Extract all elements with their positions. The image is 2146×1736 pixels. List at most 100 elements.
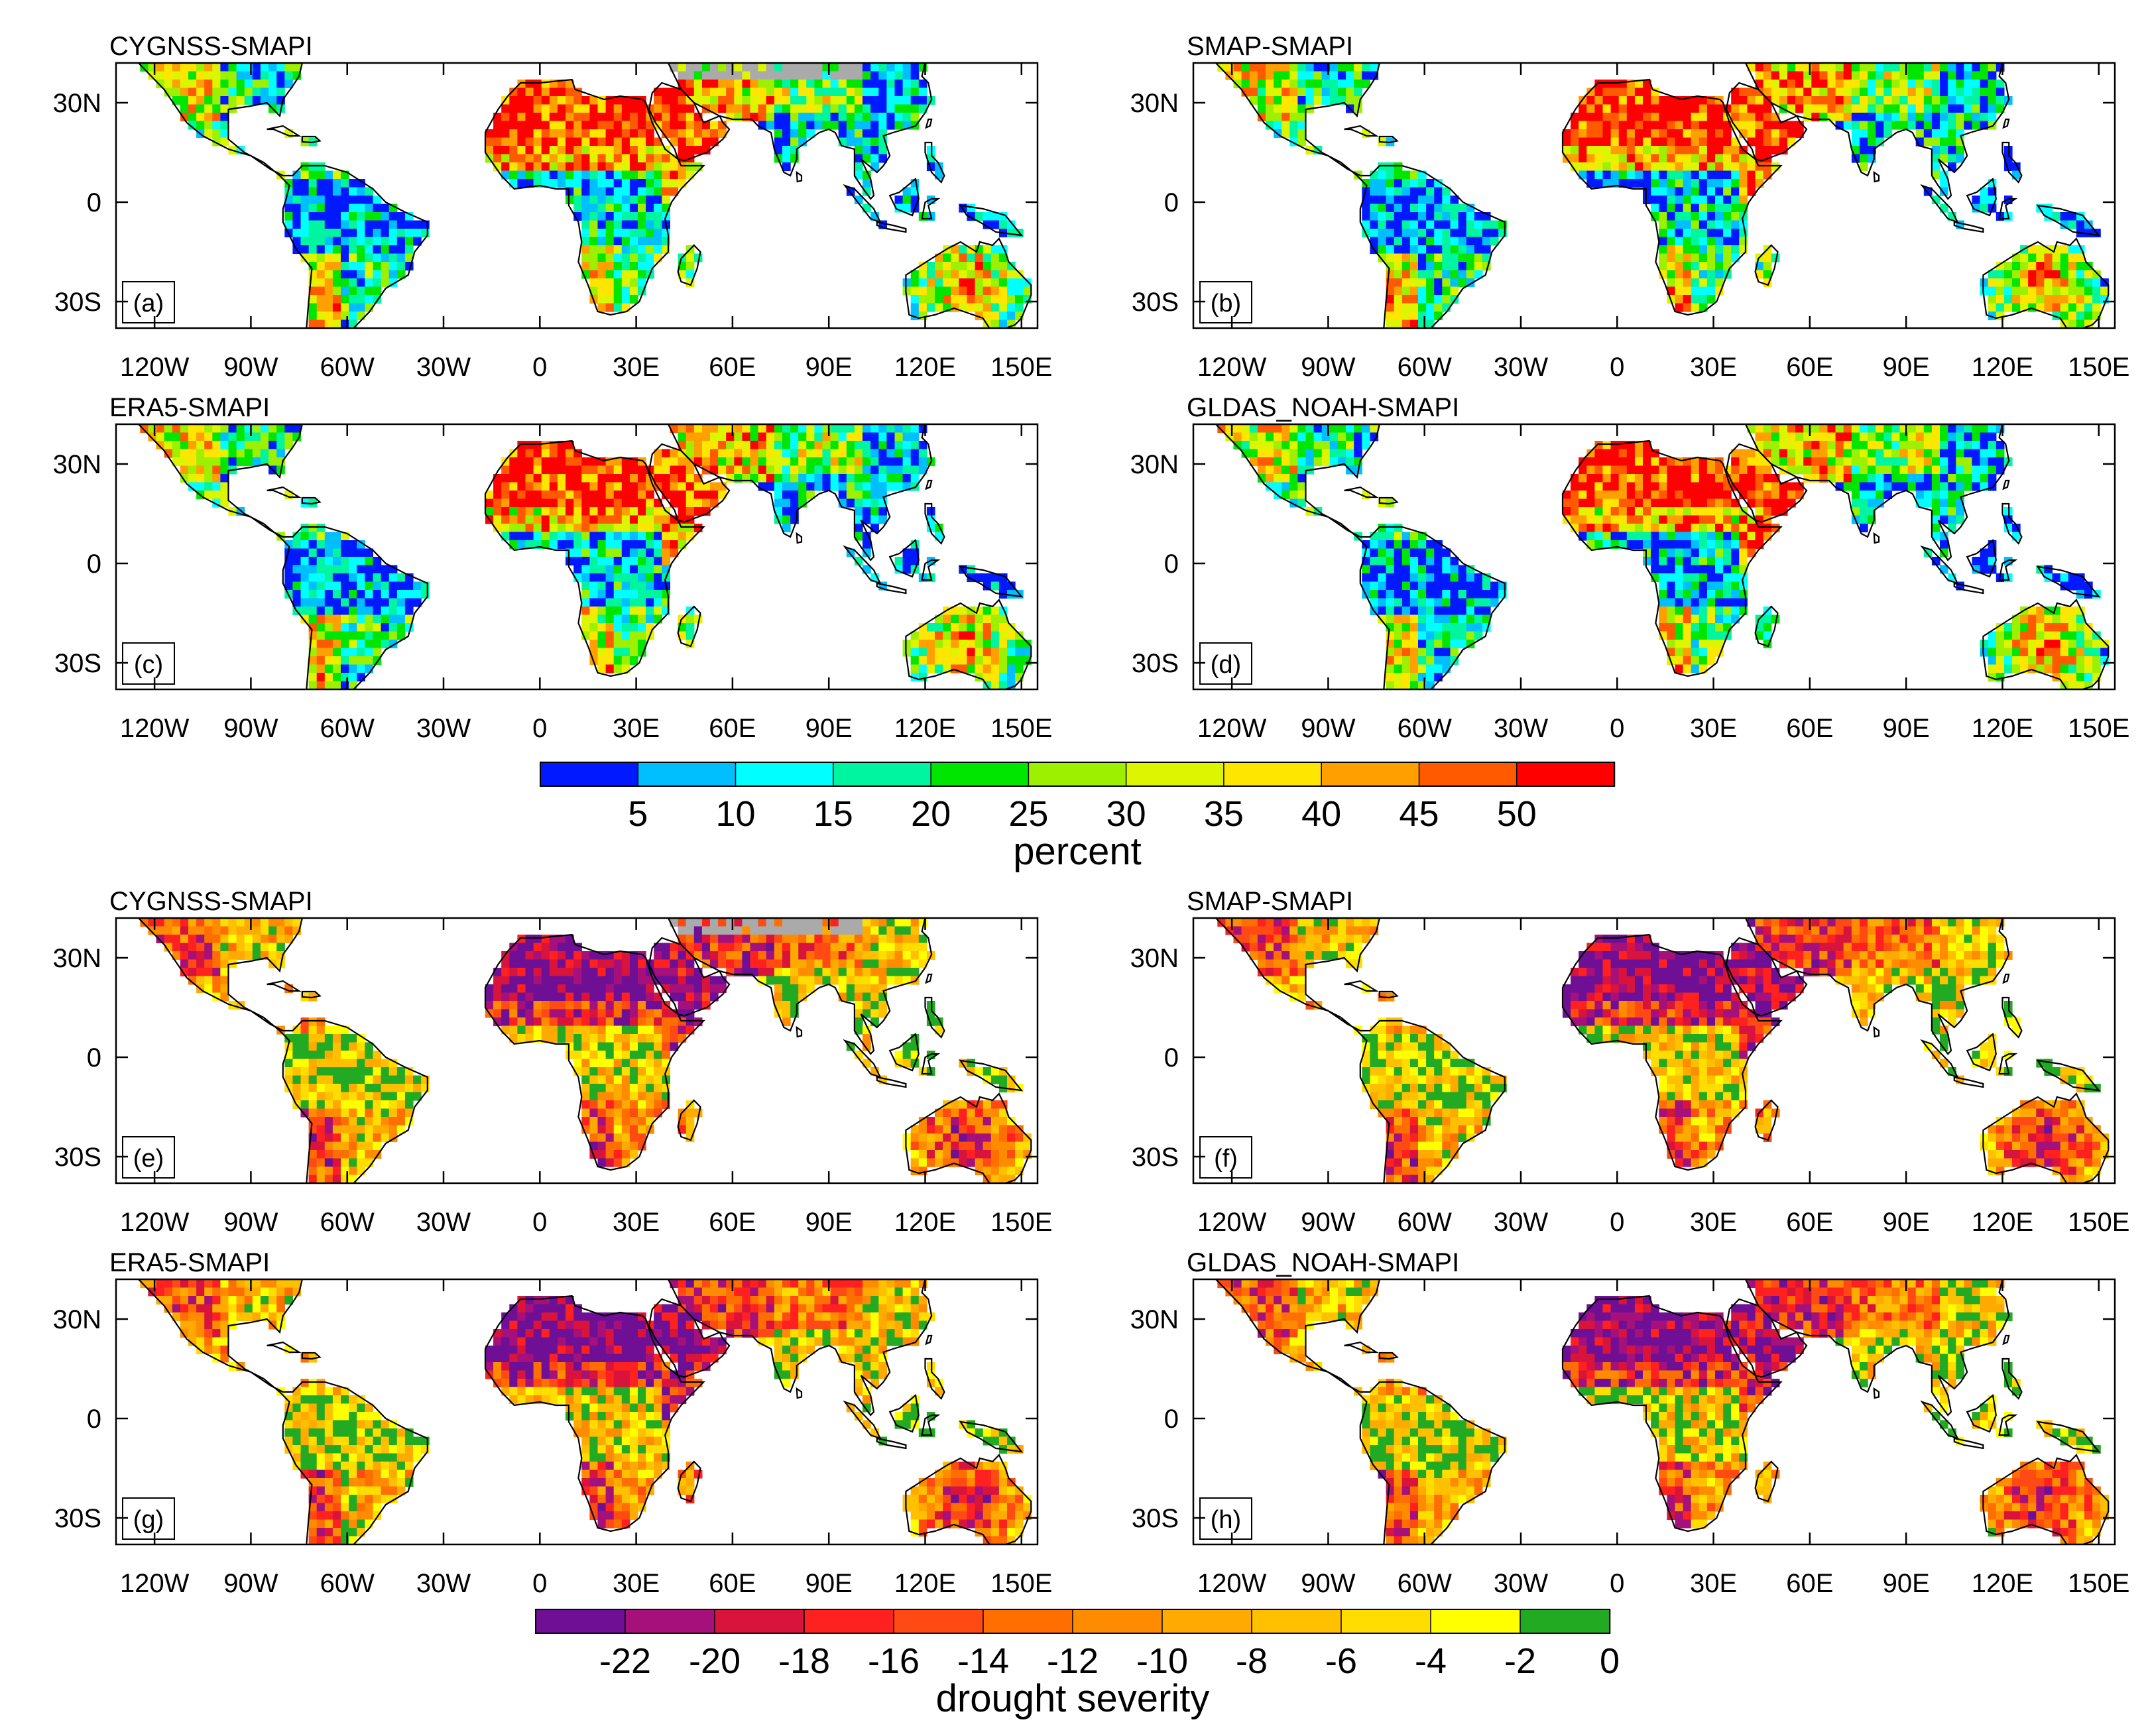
lon-tick-label: 30E [1690,714,1737,743]
lon-tick-label: 120W [120,1569,190,1598]
legend-label: 40 [1301,794,1341,834]
panel-title: SMAP-SMAPI [1187,32,1353,61]
coastline-arabia [648,443,731,523]
coastline-cuba [267,486,302,498]
map-frame [1192,62,2116,329]
coastline-arabia [1725,937,1808,1017]
lon-tick-label: 150E [2068,1208,2129,1237]
legend-label: 10 [716,794,756,834]
legend-swatch [1251,1609,1342,1634]
coastline-arabia [1725,1298,1808,1378]
coastline-java [876,221,907,233]
coastline-java [1953,1076,1984,1088]
lat-tick-label: 30N [53,944,101,973]
legend-swatch [1162,1609,1253,1634]
coastline-taiwan [925,118,933,129]
legend-swatch [1223,762,1323,787]
legend-label: -12 [1047,1641,1099,1681]
lon-tick-label: 90W [223,353,278,382]
coastline-sulawesi [1998,1414,2018,1436]
panel-label: (a) [122,281,175,323]
lon-tick-label: 30W [1494,1208,1548,1237]
lon-tick-label: 90E [1883,1569,1930,1598]
lon-tick-label: 120E [1972,353,2033,382]
panel-label: (f) [1199,1136,1252,1179]
legend-swatch [637,762,737,787]
coastline-cuba [1344,125,1379,137]
map-panel-c: ERA5-SMAPI (c) 30N 0 30S 120W 90W 60W 30W 0 30E 60E… [53,393,1053,743]
lat-tick-label: 0 [87,188,101,217]
legend-swatch [1516,762,1616,787]
coastline-africa [484,78,705,316]
coastline-philippines [924,996,945,1039]
lon-tick-label: 60E [1786,1208,1833,1237]
lon-tick-label: 90E [1883,714,1930,743]
coastline-americas [137,918,428,1183]
lon-tick-label: 150E [990,1569,1052,1598]
coastline-africa [484,933,705,1171]
lon-tick-label: 90E [805,353,853,382]
lon-tick-label: 60W [1398,353,1452,382]
coastline-madagascar [677,605,701,648]
panel-label-text: (c) [134,651,163,679]
lon-tick-label: 120W [1197,714,1267,743]
lat-tick-label: 0 [1164,1043,1179,1072]
lon-tick-label: 150E [990,714,1052,743]
coastline-java [876,582,907,595]
legend-label: -4 [1415,1641,1447,1681]
lat-tick-label: 30N [1130,1305,1179,1334]
coastline-americas [137,63,428,328]
lat-tick-label: 30S [54,288,101,317]
legend-swatch [930,762,1030,787]
panel-label-text: (h) [1211,1506,1241,1534]
map-frame [115,62,1039,329]
coastline-borneo [888,538,920,578]
coastline-madagascar [677,1460,701,1503]
coastline-srilanka [796,532,803,544]
panel-label: (h) [1199,1497,1252,1540]
lon-tick-label: 30E [1690,1569,1737,1598]
coastline-sulawesi [921,1053,941,1075]
coastline-taiwan [2002,479,2010,491]
panel-label: (e) [122,1136,175,1179]
lon-tick-label: 60E [1786,1569,1833,1598]
legend-swatch [1072,1609,1163,1634]
panel-title: ERA5-SMAPI [109,1248,270,1277]
lon-tick-label: 60E [709,353,756,382]
lon-tick-label: 120W [120,1208,190,1237]
lon-tick-label: 120W [1197,1569,1267,1598]
coastline-taiwan [925,973,933,984]
coastline-taiwan [2002,973,2010,984]
coastline-australia [1982,1092,2110,1183]
lat-tick-label: 0 [87,550,101,579]
colorbar-percent: 5 10 15 20 25 30 35 40 45 50 percent [540,762,1616,873]
panel-title: CYGNSS-SMAPI [109,887,313,916]
lon-tick-label: 60E [709,1208,756,1237]
legend-frame [535,1609,1610,1634]
legend-label: 25 [1008,794,1048,834]
map-frame [115,1278,1039,1546]
coastline-hispaniola [301,1352,322,1360]
coastline-newguinea [959,1059,1024,1092]
coastline-hispaniola [1378,1352,1399,1360]
legend-swatch [1125,762,1225,787]
map-panel-a: CYGNSS-SMAPI (a) 30N 0 30S 120W 90W 60W 30W 0 30E 6… [53,32,1053,382]
coastline-newguinea [959,1420,1024,1453]
coastline-africa [484,439,705,677]
coastline-taiwan [925,479,933,491]
lon-tick-label: 60E [1786,353,1833,382]
coastline-taiwan [2002,118,2010,129]
lon-tick-label: 150E [2068,1569,2129,1598]
lon-tick-label: 60W [1398,1569,1452,1598]
coastline-australia [905,599,1032,689]
legend-swatch [1430,1609,1521,1634]
coastline-hispaniola [301,496,322,505]
legend-swatch [1520,1609,1611,1634]
map-frame [115,917,1039,1185]
coastline-borneo [888,177,920,217]
map-field [137,63,1032,328]
coastline-cuba [1344,980,1379,992]
lon-tick-label: 90W [1301,353,1355,382]
lon-tick-label: 60W [320,714,375,743]
